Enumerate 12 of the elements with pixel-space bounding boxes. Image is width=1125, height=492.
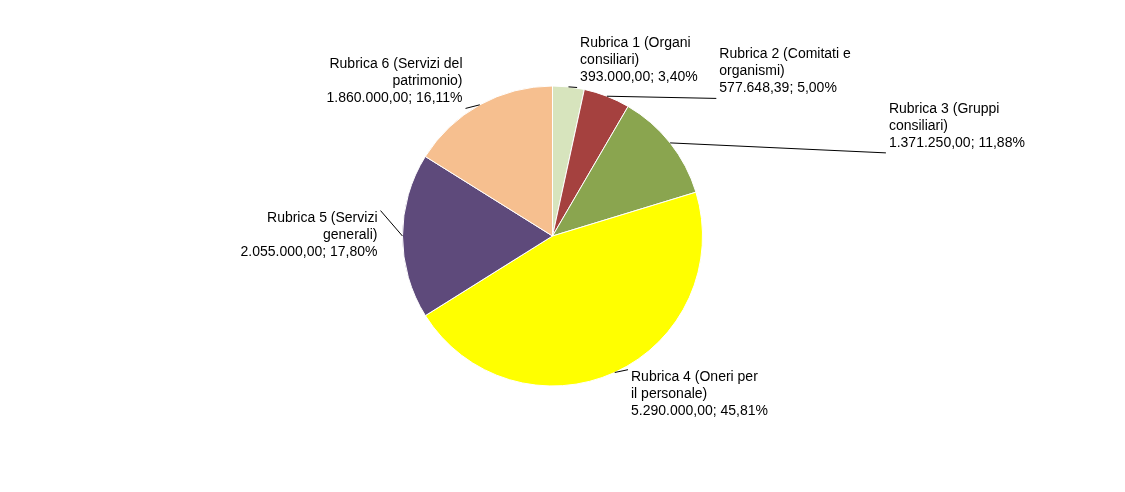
data-label: 577.648,39; 5,00%	[719, 79, 837, 96]
data-label: 2.055.000,00; 17,80%	[240, 242, 378, 259]
data-label: 1.371.250,00; 11,88%	[888, 133, 1025, 150]
slice-label: Rubrica 5 (Servizi generali)	[267, 208, 378, 242]
slice-label: Rubrica 1 (Organi consiliari)	[580, 34, 691, 68]
slice-label: Rubrica 4 (Oneri per il personale)	[630, 367, 759, 401]
slice-label: Rubrica 6 (Servizi del patrimonio)	[329, 55, 463, 89]
data-label: 393.000,00; 3,40%	[580, 68, 698, 85]
data-label: 5.290.000,00; 45,81%	[630, 401, 768, 418]
data-label: 1.860.000,00; 16,11%	[326, 89, 463, 106]
slice-label: Rubrica 2 (Comitati e organismi)	[719, 45, 852, 79]
slice-label: Rubrica 3 (Gruppi consiliari)	[888, 99, 1000, 133]
